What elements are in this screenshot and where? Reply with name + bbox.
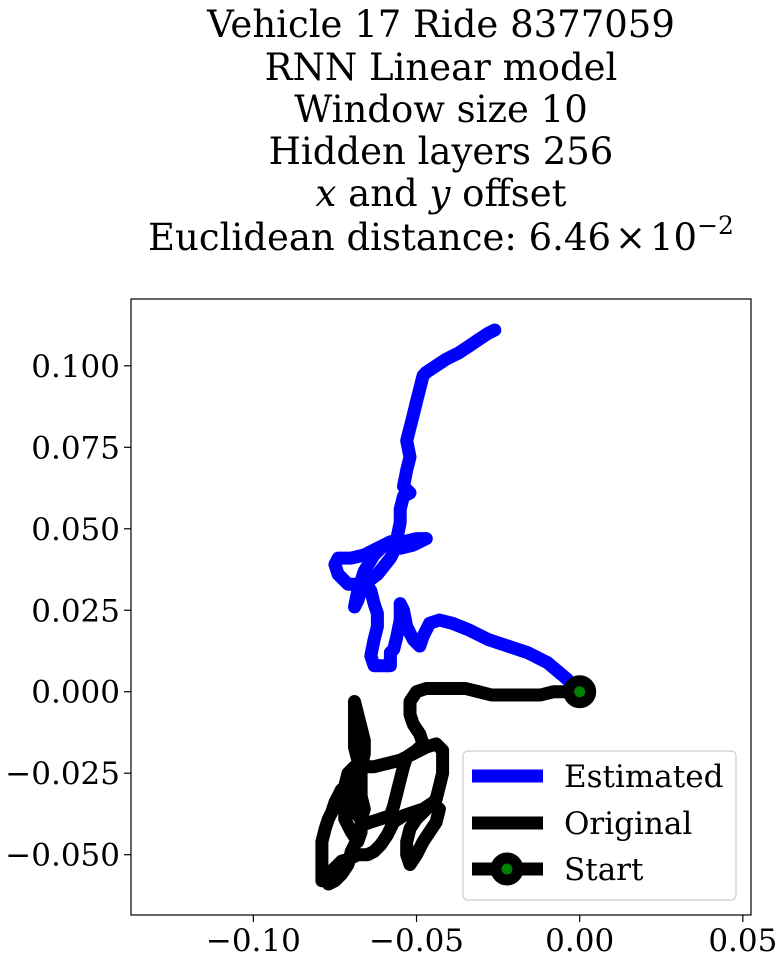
x-tick-label: −0.10	[206, 923, 301, 959]
legend-label-estimated: Estimated	[564, 759, 723, 795]
legend-label-start: Start	[564, 852, 644, 888]
y-tick-label: −0.025	[5, 756, 120, 792]
title-line-offset: x and y offset	[316, 172, 567, 215]
y-tick-label: 0.100	[31, 349, 120, 385]
title-distance-exponent: −2	[697, 211, 734, 240]
legend-swatch-start-marker	[490, 852, 524, 886]
title-line-distance: Euclidean distance: 6.46 × 10−2	[148, 211, 734, 259]
x-tick-label: 0.00	[545, 923, 614, 959]
title-distance-mantissa: 6.46	[529, 216, 611, 259]
y-axis-ticks: 0.100 0.075 0.050 0.025 0.000 −0.025 −0.050	[5, 349, 131, 874]
legend-label-original: Original	[564, 806, 692, 842]
x-axis-ticks: −0.10 −0.05 0.00 0.05	[206, 915, 777, 959]
title-and: and	[336, 172, 429, 215]
chart-title: Vehicle 17 Ride 8377059 RNN Linear model…	[148, 3, 734, 259]
title-line-4: Hidden layers 256	[269, 130, 614, 173]
y-tick-label: 0.050	[31, 512, 120, 548]
title-line-1: Vehicle 17 Ride 8377059	[206, 3, 675, 46]
title-distance-times: ×	[615, 216, 646, 259]
y-tick-label: 0.075	[31, 430, 120, 466]
title-line-2: RNN Linear model	[265, 46, 618, 89]
x-tick-label: −0.05	[369, 923, 464, 959]
y-tick-label: 0.025	[31, 593, 120, 629]
y-tick-label: 0.000	[31, 675, 120, 711]
title-var-y: y	[428, 172, 452, 215]
series-line-original	[315, 682, 587, 891]
series-line-estimated	[328, 323, 587, 699]
start-marker-layer	[563, 675, 597, 709]
title-distance-base: 10	[650, 216, 697, 259]
title-var-x: x	[316, 172, 337, 215]
x-tick-label: 0.05	[708, 923, 777, 959]
title-offset-suffix: offset	[450, 172, 566, 215]
title-line-3: Window size 10	[294, 88, 588, 131]
plot-frame	[130, 298, 752, 916]
legend: Estimated Original Start	[462, 750, 737, 901]
title-distance-prefix: Euclidean distance:	[148, 216, 529, 259]
start-marker	[563, 675, 597, 709]
y-tick-label: −0.050	[5, 838, 120, 874]
series-layer	[315, 323, 587, 891]
